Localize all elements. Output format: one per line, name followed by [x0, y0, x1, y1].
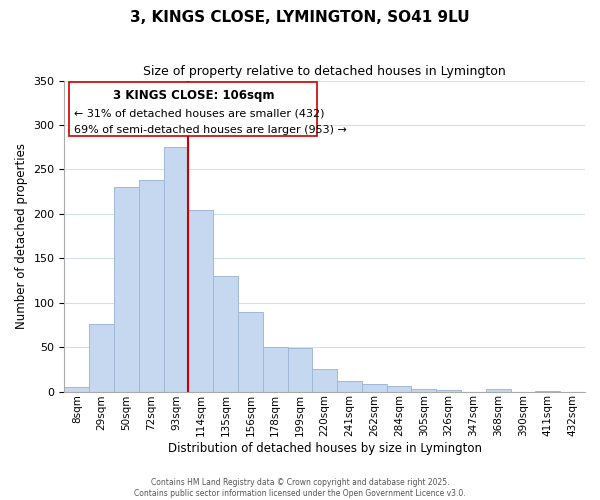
Bar [486, 389, 511, 392]
Bar [114, 187, 139, 392]
X-axis label: Distribution of detached houses by size in Lymington: Distribution of detached houses by size … [168, 442, 482, 455]
Bar [64, 387, 89, 392]
Text: 3, KINGS CLOSE, LYMINGTON, SO41 9LU: 3, KINGS CLOSE, LYMINGTON, SO41 9LU [130, 10, 470, 25]
Bar [263, 347, 287, 392]
Bar [213, 276, 238, 392]
Bar [386, 386, 412, 392]
Bar [238, 312, 263, 392]
Text: 69% of semi-detached houses are larger (953) →: 69% of semi-detached houses are larger (… [74, 125, 347, 135]
Bar [362, 384, 386, 392]
Title: Size of property relative to detached houses in Lymington: Size of property relative to detached ho… [143, 65, 506, 78]
Text: ← 31% of detached houses are smaller (432): ← 31% of detached houses are smaller (43… [74, 109, 325, 119]
Bar [337, 381, 362, 392]
Bar [164, 147, 188, 392]
Bar [139, 180, 164, 392]
Text: Contains HM Land Registry data © Crown copyright and database right 2025.
Contai: Contains HM Land Registry data © Crown c… [134, 478, 466, 498]
Bar [412, 389, 436, 392]
Bar [287, 348, 313, 392]
Text: 3 KINGS CLOSE: 106sqm: 3 KINGS CLOSE: 106sqm [113, 90, 274, 102]
Bar [188, 210, 213, 392]
Bar [535, 390, 560, 392]
Y-axis label: Number of detached properties: Number of detached properties [15, 143, 28, 329]
Bar [89, 324, 114, 392]
Bar [313, 370, 337, 392]
FancyBboxPatch shape [70, 82, 317, 136]
Bar [436, 390, 461, 392]
